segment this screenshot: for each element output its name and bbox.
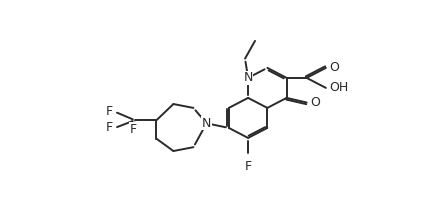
Text: F: F (106, 121, 113, 134)
Text: OH: OH (330, 81, 349, 94)
Text: F: F (130, 123, 137, 136)
Text: N: N (202, 117, 211, 130)
Text: O: O (330, 61, 340, 74)
Text: N: N (243, 71, 253, 84)
Text: O: O (310, 96, 321, 109)
Text: F: F (245, 160, 252, 173)
Text: F: F (106, 105, 113, 118)
